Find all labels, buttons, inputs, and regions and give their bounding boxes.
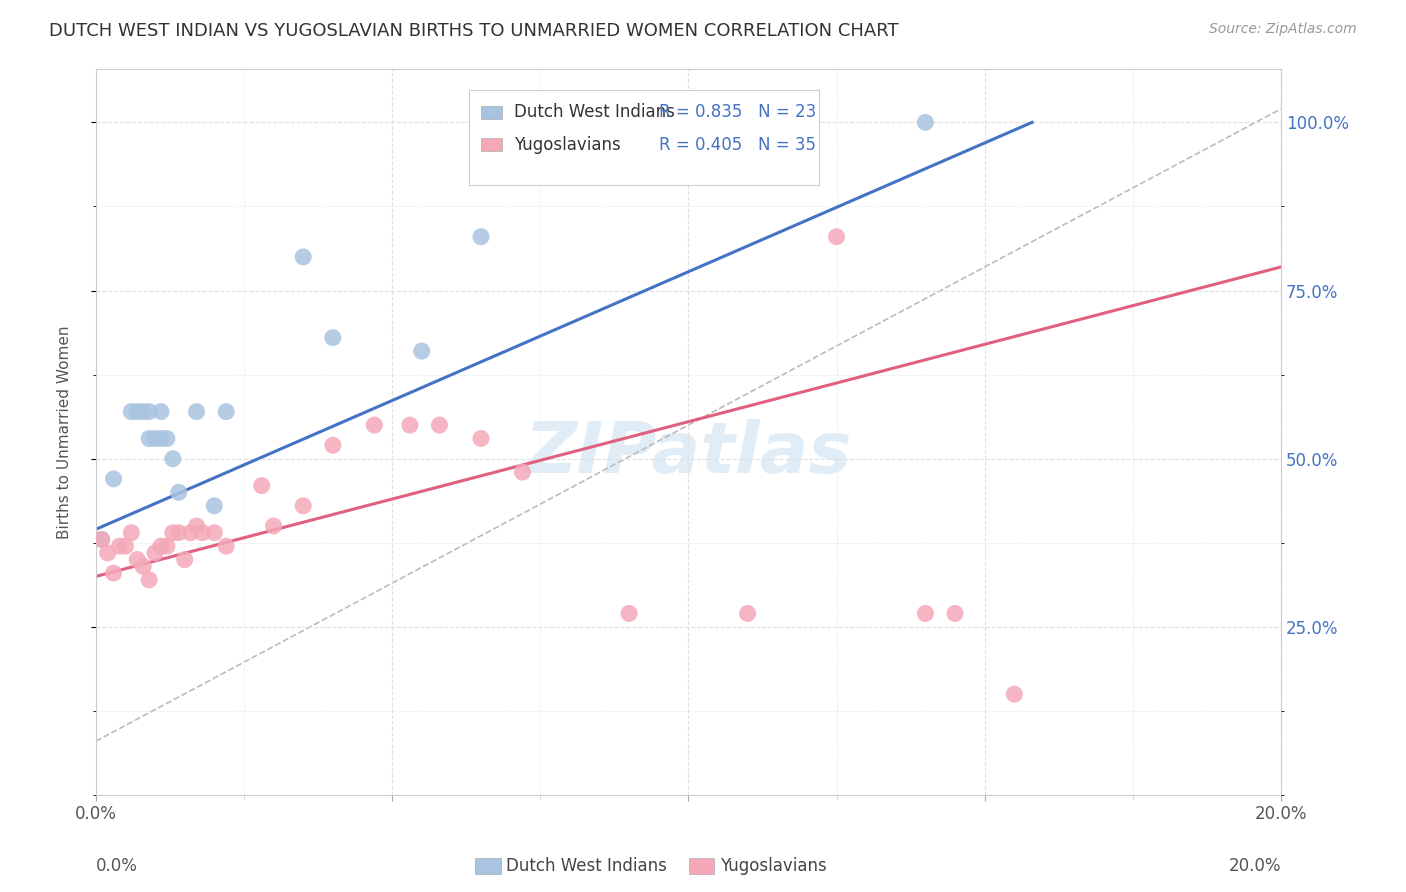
Point: [292, 250, 315, 264]
Point: [97, 546, 120, 560]
Point: [167, 525, 190, 540]
Point: [499, 115, 522, 129]
Point: [215, 404, 238, 418]
Point: [143, 432, 166, 446]
Point: [120, 404, 142, 418]
Point: [138, 573, 160, 587]
Point: [1002, 687, 1025, 701]
Point: [149, 404, 172, 418]
Text: Dutch West Indians: Dutch West Indians: [506, 857, 668, 875]
Point: [215, 539, 238, 553]
Point: [132, 559, 155, 574]
Point: [322, 438, 344, 452]
Point: [138, 432, 160, 446]
Point: [263, 519, 285, 533]
Point: [250, 478, 273, 492]
Point: [617, 607, 640, 621]
Point: [127, 552, 149, 566]
Point: [149, 432, 172, 446]
Point: [167, 485, 190, 500]
Point: [186, 404, 208, 418]
Point: [429, 418, 451, 433]
Point: [149, 539, 172, 553]
Point: [914, 607, 936, 621]
Point: [399, 418, 422, 433]
Point: [173, 552, 195, 566]
Text: 20.0%: 20.0%: [1229, 857, 1281, 875]
Point: [132, 404, 155, 418]
Point: [162, 451, 184, 466]
Point: [737, 607, 759, 621]
Point: [90, 533, 112, 547]
Text: 0.0%: 0.0%: [96, 857, 138, 875]
Point: [138, 404, 160, 418]
Point: [156, 539, 179, 553]
Point: [108, 539, 131, 553]
Point: [914, 115, 936, 129]
Text: DUTCH WEST INDIAN VS YUGOSLAVIAN BIRTHS TO UNMARRIED WOMEN CORRELATION CHART: DUTCH WEST INDIAN VS YUGOSLAVIAN BIRTHS …: [49, 22, 898, 40]
Point: [512, 465, 534, 479]
Point: [411, 344, 433, 359]
Text: Dutch West Indians: Dutch West Indians: [515, 103, 675, 121]
FancyBboxPatch shape: [481, 138, 502, 152]
Point: [766, 115, 789, 129]
Point: [143, 546, 166, 560]
Point: [186, 519, 208, 533]
Point: [162, 525, 184, 540]
Text: ZIPatlas: ZIPatlas: [524, 419, 852, 488]
Point: [363, 418, 385, 433]
Point: [156, 432, 179, 446]
Point: [825, 229, 848, 244]
Text: Source: ZipAtlas.com: Source: ZipAtlas.com: [1209, 22, 1357, 37]
Point: [114, 539, 136, 553]
Point: [292, 499, 315, 513]
FancyBboxPatch shape: [470, 90, 818, 185]
Point: [470, 229, 492, 244]
FancyBboxPatch shape: [481, 105, 502, 119]
Point: [103, 566, 125, 580]
Point: [127, 404, 149, 418]
Point: [180, 525, 202, 540]
Text: Yugoslavians: Yugoslavians: [720, 857, 827, 875]
Point: [470, 432, 492, 446]
Point: [943, 607, 966, 621]
Text: R = 0.835   N = 23: R = 0.835 N = 23: [659, 103, 815, 121]
Point: [120, 525, 142, 540]
Point: [103, 472, 125, 486]
Point: [191, 525, 214, 540]
Point: [202, 525, 225, 540]
Text: Yugoslavians: Yugoslavians: [515, 136, 621, 153]
Text: R = 0.405   N = 35: R = 0.405 N = 35: [659, 136, 815, 153]
Y-axis label: Births to Unmarried Women: Births to Unmarried Women: [58, 325, 72, 539]
Point: [202, 499, 225, 513]
Point: [322, 330, 344, 344]
Point: [90, 533, 112, 547]
